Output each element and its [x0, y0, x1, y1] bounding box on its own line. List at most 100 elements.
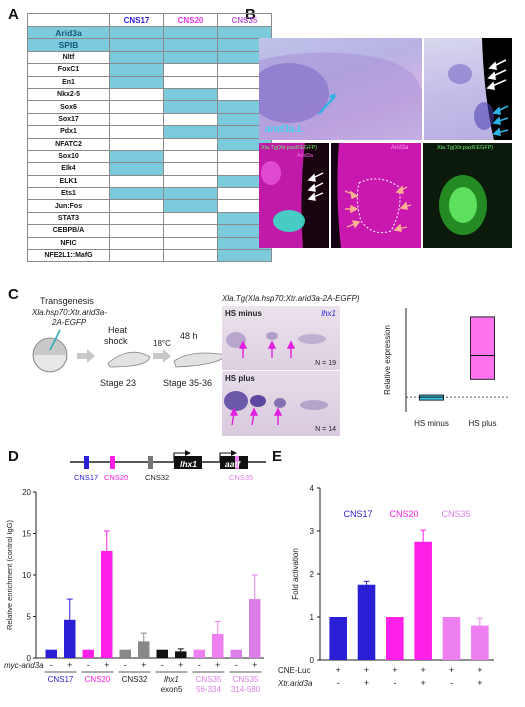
motif-cell-cns20 [163, 125, 218, 139]
motif-cell-cns17 [109, 125, 164, 139]
table-row: Sox17 [27, 112, 272, 127]
category-label: HS plus [468, 419, 496, 428]
bar [193, 649, 205, 658]
motif-name: Sox10 [27, 149, 110, 164]
bar [45, 649, 57, 658]
motif-name: SPIB [27, 38, 110, 52]
table-header-row: CNS17 CNS20 CNS35 [27, 13, 272, 27]
arid3a-stain-image: Arid3a [331, 143, 421, 248]
motif-cell-cns17 [109, 187, 164, 201]
table-row: Arid3a [27, 25, 272, 40]
treatment-sign: + [67, 660, 72, 670]
legend-label: CNS20 [389, 509, 418, 519]
motif-cell-cns20 [163, 149, 218, 164]
heat-label: Heat [108, 325, 128, 335]
motif-cell-cns17 [109, 63, 164, 77]
motif-cell-cns17 [109, 38, 164, 52]
y-tick-label: 4 [310, 484, 315, 493]
bar [471, 625, 489, 660]
motif-cell-cns20 [163, 224, 218, 238]
table-row: CEBPB/A [27, 224, 272, 238]
panel-letter-e: E [272, 448, 283, 465]
egfp-label: Xla.Tg(Xtr.pax8:EGFP) [437, 145, 494, 151]
arid3a-sign: + [477, 678, 482, 688]
motif-cell-cns17 [109, 249, 164, 263]
table-row: Sox10 [27, 149, 272, 164]
construct-label: Xla.hsp70:Xtr.arid3a- [32, 308, 107, 317]
y-axis-label: Fold activation [291, 548, 300, 600]
table-row: Sox6 [27, 100, 272, 114]
treatment-sign: - [124, 660, 127, 670]
bar [212, 633, 224, 658]
transgenesis-label: Transgenesis [40, 296, 94, 306]
egfp-signal [439, 175, 487, 235]
group-sublabel: 56-334 [196, 685, 221, 694]
hs-plus-label: HS plus [225, 374, 255, 383]
group-label: lhx1 [164, 675, 179, 684]
treatment-sign: - [198, 660, 201, 670]
y-axis-label: Relative expression [383, 325, 392, 395]
bar [64, 619, 76, 658]
treatment-sign: - [50, 660, 53, 670]
tss-arrows [173, 450, 237, 461]
y-tick-label: 3 [310, 527, 315, 536]
column-header-cns17: CNS17 [109, 13, 164, 27]
group-label: CNS32 [122, 675, 148, 684]
motif-name: NFIC [27, 236, 110, 251]
cne-luc-label: CNE-Luc [278, 666, 310, 675]
motif-cell-cns35 [217, 50, 272, 65]
motif-cell-cns35 [217, 236, 272, 251]
y-axis-label: Relative enrichment (control IgG) [5, 519, 14, 630]
table-row: SPIB [27, 38, 272, 52]
merged-arid3a-label: Arid3a [297, 153, 313, 159]
motif-cell-cns20 [163, 187, 218, 201]
motif-cell-cns20 [163, 174, 218, 189]
arid3a-stain-label: Arid3a [391, 145, 409, 151]
y-tick-label: 1 [310, 613, 315, 622]
motif-cell-cns20 [163, 25, 218, 40]
motif-cell-cns17 [109, 50, 164, 65]
motif-name: Jun:Fos [27, 199, 110, 213]
legend-label: CNS35 [441, 509, 470, 519]
motif-cell-cns20 [163, 137, 218, 151]
panel-letter-c: C [8, 286, 19, 303]
y-tick-label: 15 [22, 530, 31, 539]
motif-cell-cns17 [109, 137, 164, 151]
treatment-sign: - [87, 660, 90, 670]
cns32-block [148, 456, 153, 469]
table-row: Ets1 [27, 187, 272, 201]
motif-cell-cns20 [163, 249, 218, 263]
motif-name: NFATC2 [27, 137, 110, 151]
lhx1-gene-label: lhx1 [180, 459, 198, 469]
y-tick-label: 10 [22, 571, 31, 580]
embryo-image-1: arid3a.L [259, 38, 422, 140]
box-1 [470, 316, 495, 380]
bar [175, 651, 187, 658]
table-row: Jun:Fos [27, 199, 272, 213]
stage23-label: Stage 23 [100, 378, 137, 388]
bar [442, 617, 461, 660]
embryo-shape [259, 52, 422, 140]
transgenic-line-title: Xla.Tg(Xla.hsp70:Xtr.arid3a-2A-EGFP) [222, 294, 360, 303]
motif-name: Pdx1 [27, 125, 110, 139]
motif-cell-cns35 [217, 125, 272, 139]
motif-cell-cns17 [109, 224, 164, 238]
table-body: Arid3a SPIB Nltf FoxC1 En1 Nkx2-5 Sox6 Sox17 Pdx… [27, 25, 272, 263]
motif-cell-cns17 [109, 112, 164, 127]
motif-name: FoxC1 [27, 63, 110, 77]
motif-cell-cns17 [109, 174, 164, 189]
treatment-sign: + [178, 660, 183, 670]
arid3a-sign: - [337, 678, 340, 688]
panel-letter-d: D [8, 448, 19, 465]
cns17-block [84, 456, 89, 469]
duration-label: 48 h [180, 331, 198, 341]
hs-minus-label: HS minus [225, 309, 262, 318]
table-row: STAT3 [27, 211, 272, 226]
needle-icon [49, 329, 61, 351]
temp-label: 18°C [153, 339, 171, 348]
motif-cell-cns20 [163, 236, 218, 251]
motif-name: STAT3 [27, 211, 110, 226]
bar [119, 649, 131, 658]
table-row: Nkx2-5 [27, 87, 272, 102]
arid3a-sign: - [450, 678, 453, 688]
